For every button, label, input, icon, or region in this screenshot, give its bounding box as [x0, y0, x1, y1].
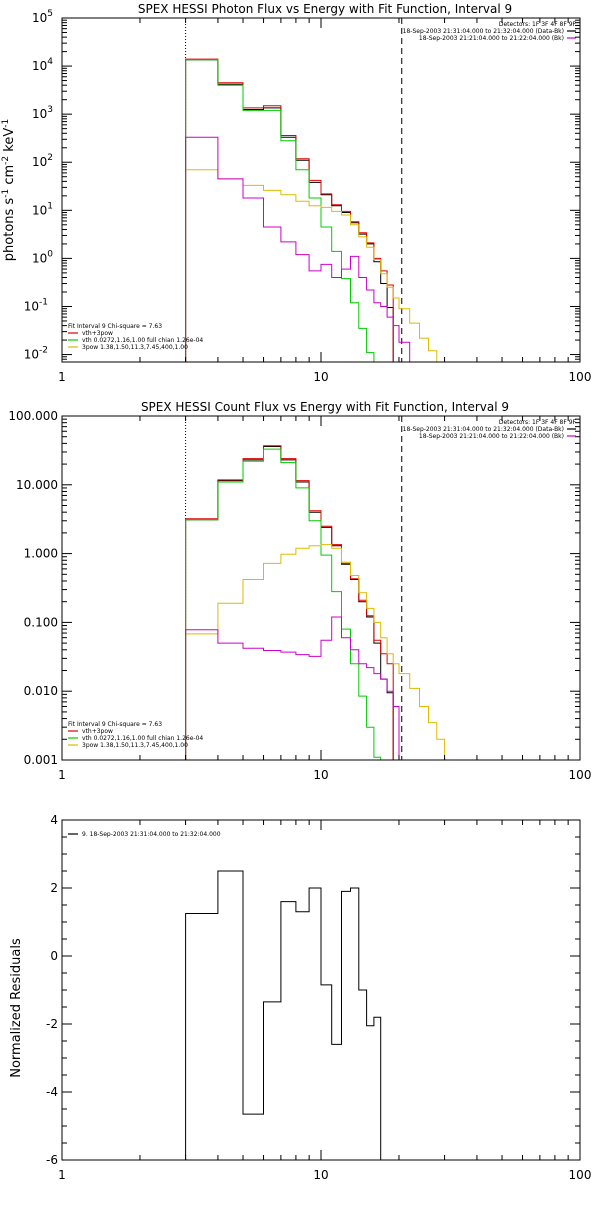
series-vth-3pow: [185, 58, 394, 362]
y-tick-exponent: -1: [39, 297, 48, 307]
legend-label: vth 0.0272,1.16,1.00 full chian 1.26e-04: [82, 735, 203, 742]
legend-label: vth+3pow: [82, 330, 113, 337]
y-tick-exponent: 3: [47, 105, 53, 115]
legend-label: vth+3pow: [82, 728, 113, 735]
y-tick-base: 10: [24, 299, 39, 313]
y-tick-label: 104: [32, 57, 53, 73]
series-vth: [185, 59, 382, 362]
header-annotation: Detectors: 1F 3F 4F 8F 9F: [499, 21, 577, 28]
series-residuals: [185, 870, 382, 1160]
y-tick-exponent: 5: [47, 9, 53, 19]
series-vth: [185, 448, 382, 760]
legend-label: 9. 18-Sep-2003 21:31:04.000 to 21:32:04.…: [82, 831, 221, 838]
y-tick-label: -6: [46, 1153, 58, 1167]
series-data-bk: [185, 446, 394, 760]
legend-header: Fit Interval 9 Chi-square = 7.63: [68, 721, 162, 728]
plot-area: [185, 870, 382, 1160]
y-tick-label: -4: [46, 1085, 58, 1099]
header-annotation: Detectors: 1F 3F 4F 8F 9F: [499, 419, 577, 426]
y-tick-label: 0.010: [24, 684, 58, 698]
ylabel-part: cm: [2, 165, 17, 189]
x-tick-label: 10: [313, 768, 328, 782]
header-annotation: 18-Sep-2003 21:31:04.000 to 21:32:04.000…: [403, 28, 564, 35]
y-tick-exponent: -2: [39, 346, 48, 356]
y-tick-label: 4: [50, 813, 58, 827]
y-tick-label: 0.001: [24, 753, 58, 767]
chart-title: SPEX HESSI Count Flux vs Energy with Fit…: [141, 400, 509, 414]
header-annotation: 18-Sep-2003 21:21:04.000 to 21:22:04.000…: [419, 433, 564, 440]
y-tick-label: 103: [32, 105, 53, 121]
y-axis-label: photons s-1 cm-2 keV-1: [1, 119, 17, 261]
legend-label: 3pow 1.38,1.50,11.3,7.45,400,1.00: [82, 344, 188, 351]
y-tick-label: 0: [50, 949, 58, 963]
header-annotation: 18-Sep-2003 21:21:04.000 to 21:22:04.000…: [419, 35, 564, 42]
y-tick-base: 10: [32, 203, 47, 217]
x-tick-label: 10: [313, 370, 328, 384]
chart-title: SPEX HESSI Photon Flux vs Energy with Fi…: [138, 2, 512, 16]
photon-flux-chart: SPEX HESSI Photon Flux vs Energy with Fi…: [1, 2, 591, 384]
ylabel-part: photons s: [2, 198, 17, 262]
ylabel-sup: -1: [1, 119, 11, 128]
plot-area: [185, 18, 446, 362]
y-tick-label: 2: [50, 881, 58, 895]
y-tick-exponent: 2: [47, 153, 53, 163]
series-3pow: [185, 169, 446, 362]
y-tick-label: 101: [32, 201, 53, 217]
plot-frame: [61, 415, 581, 761]
y-axis-label: Normalized Residuals: [9, 938, 24, 1078]
y-tick-exponent: 0: [47, 249, 53, 259]
y-tick-label: 105: [32, 9, 53, 25]
y-tick-label: 10.000: [16, 478, 58, 492]
y-tick-label: 10-2: [24, 346, 48, 362]
y-tick-base: 10: [32, 155, 47, 169]
y-tick-label: 0.100: [24, 615, 58, 629]
y-tick-label: 100.000: [8, 409, 58, 423]
residuals-chart: Normalized Residuals 1 10 100 -6 -4 -2 0 2 4 9. 1…: [9, 813, 591, 1182]
x-tick-label: 1: [58, 1168, 66, 1182]
series-3pow: [185, 544, 446, 760]
x-tick-label: 1: [58, 370, 66, 384]
x-tick-label: 100: [569, 1168, 592, 1182]
series-data-bk: [185, 59, 394, 362]
ylabel-part: keV: [2, 128, 17, 156]
y-tick-base: 10: [32, 11, 47, 25]
ylabel-sup: -1: [1, 189, 11, 198]
x-tick-label: 100: [569, 768, 592, 782]
y-tick-exponent: 1: [47, 201, 53, 211]
y-tick-base: 10: [24, 348, 39, 362]
y-tick-label: -2: [46, 1017, 58, 1031]
count-flux-chart: SPEX HESSI Count Flux vs Energy with Fit…: [8, 400, 591, 782]
y-tick-label: 100: [32, 249, 53, 265]
y-tick-label: 102: [32, 153, 53, 169]
y-tick-label: 1.000: [24, 547, 58, 561]
series-vth-3pow: [185, 445, 394, 760]
plot-area: [185, 416, 446, 760]
y-tick-base: 10: [32, 107, 47, 121]
y-tick-label: 10-1: [24, 297, 48, 313]
y-tick-exponent: 4: [47, 57, 53, 67]
series-bk: [185, 616, 411, 760]
x-tick-label: 100: [569, 370, 592, 384]
x-tick-label: 10: [313, 1168, 328, 1182]
y-tick-base: 10: [32, 251, 47, 265]
x-tick-label: 1: [58, 768, 66, 782]
legend-header: Fit Interval 9 Chi-square = 7.63: [68, 323, 162, 330]
ylabel-sup: -2: [1, 156, 11, 165]
y-tick-base: 10: [32, 59, 47, 73]
header-annotation: 18-Sep-2003 21:31:04.000 to 21:32:04.000…: [403, 426, 564, 433]
legend-label: vth 0.0272,1.16,1.00 full chian 1.26e-04: [82, 337, 203, 344]
legend-label: 3pow 1.38,1.50,11.3,7.45,400,1.00: [82, 742, 188, 749]
plot-frame: [61, 819, 581, 1161]
series-bk: [185, 136, 411, 362]
